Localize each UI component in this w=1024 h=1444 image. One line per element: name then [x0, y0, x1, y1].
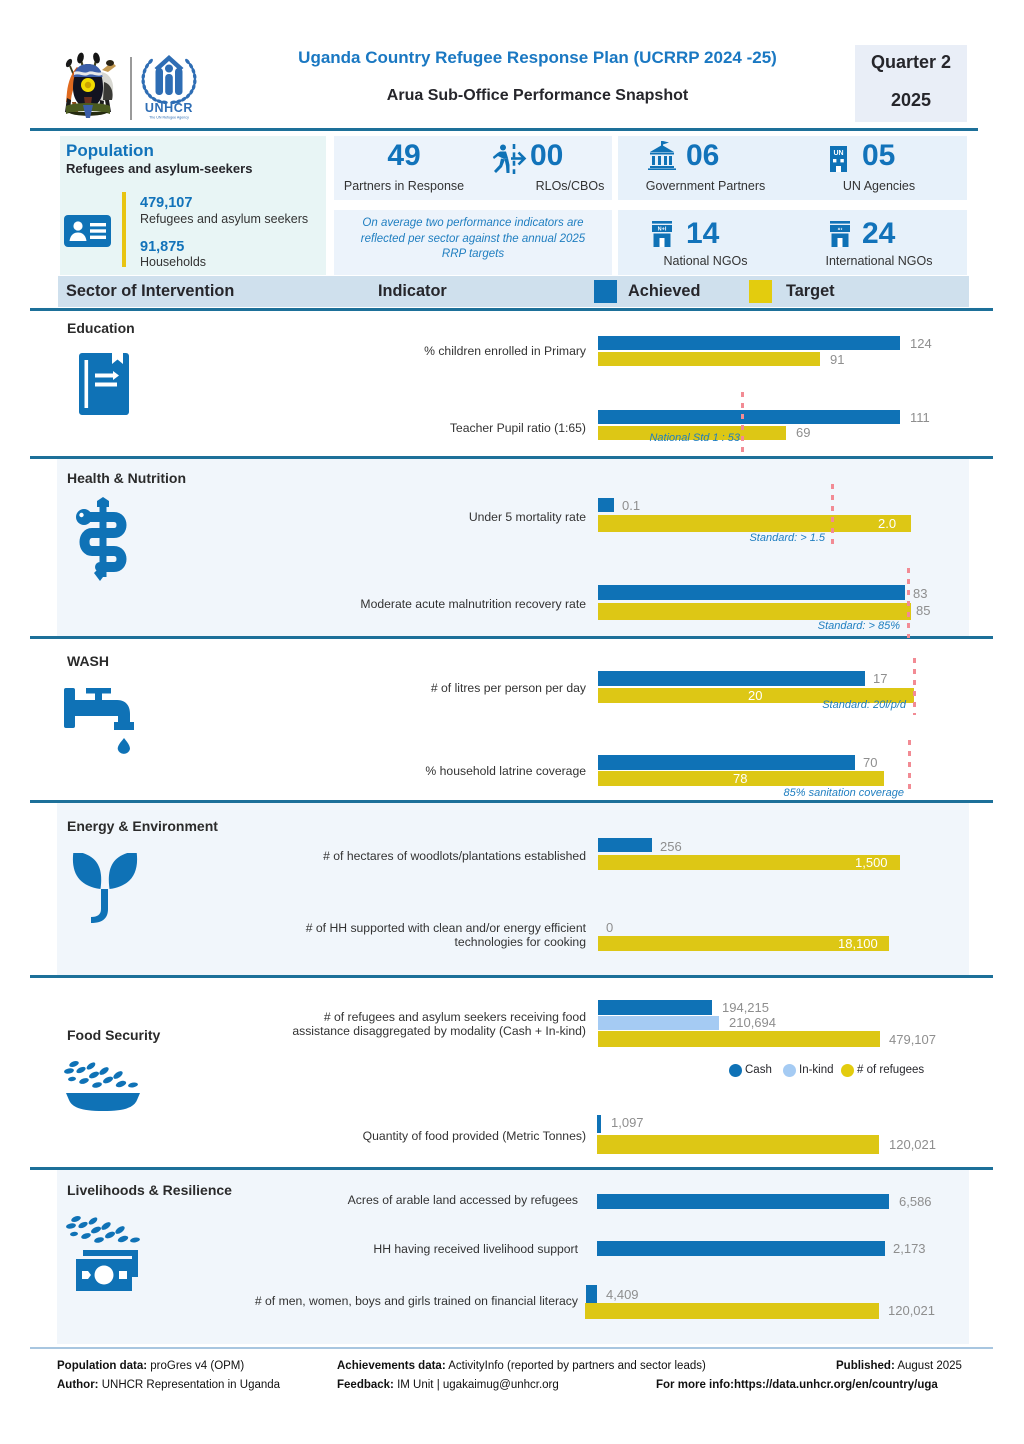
svg-text:UN: UN	[833, 150, 843, 157]
svg-text:The UN Refugee Agency: The UN Refugee Agency	[149, 116, 189, 120]
svg-text:»›: »›	[838, 227, 843, 233]
svg-text:UNHCR: UNHCR	[145, 101, 193, 115]
svg-text:N+I: N+I	[658, 227, 667, 233]
